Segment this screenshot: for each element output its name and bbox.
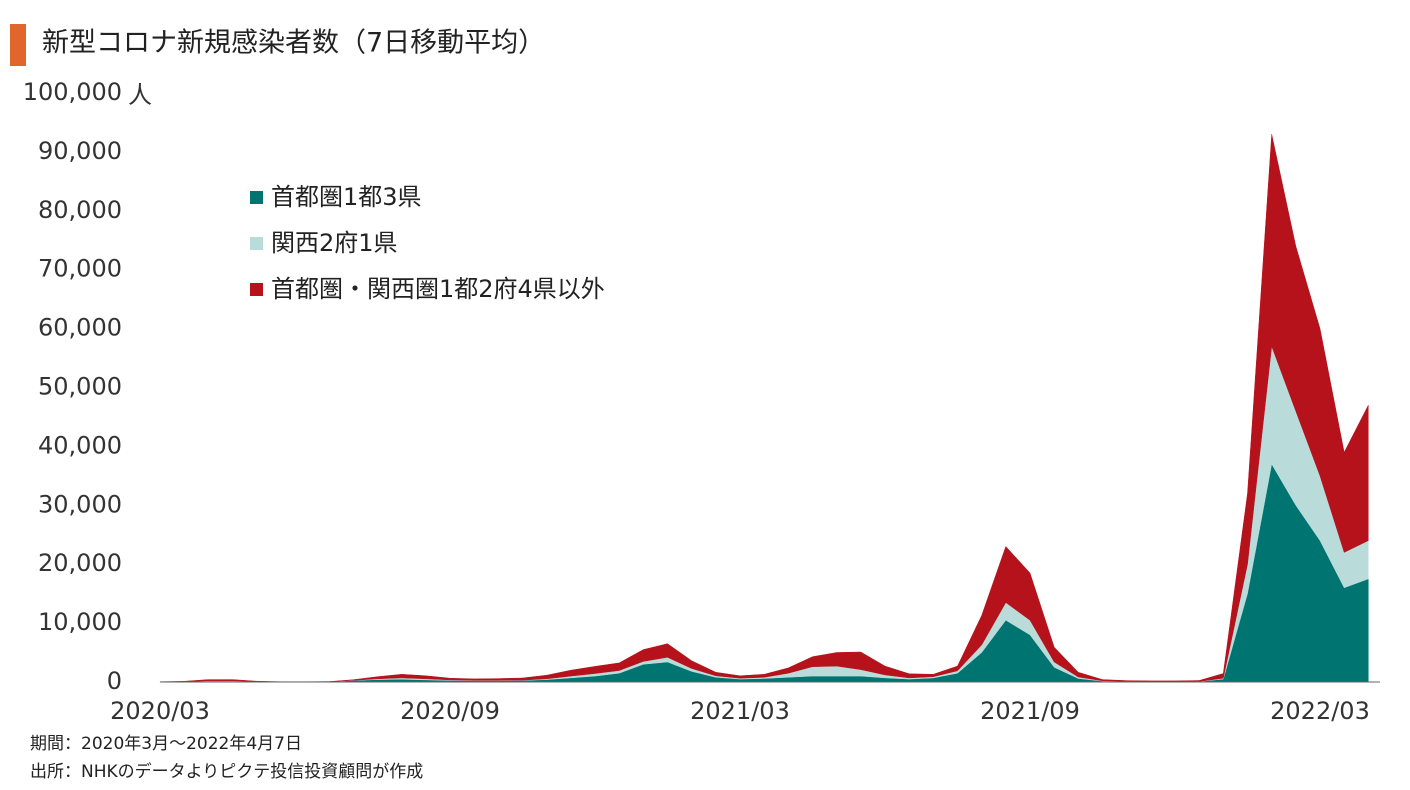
y-tick-label: 80,000 xyxy=(38,196,122,224)
note: 出所：NHKのデータよりピクテ投信投資顧問が作成 xyxy=(30,761,423,782)
y-tick-label: 90,000 xyxy=(38,137,122,165)
legend-label: 首都圏1都3県 xyxy=(271,183,422,211)
legend-label: 首都圏・関西圏1都2府4県以外 xyxy=(271,275,605,303)
note: 期間：2020年3月～2022年4月7日 xyxy=(30,734,302,754)
legend-swatch xyxy=(250,283,263,296)
y-tick-label: 10,000 xyxy=(38,608,122,636)
y-tick-label: 40,000 xyxy=(38,431,122,459)
y-tick-label: 30,000 xyxy=(38,490,122,518)
x-tick-label: 2020/09 xyxy=(400,697,500,725)
legend-swatch xyxy=(250,237,263,250)
x-tick-label: 2022/03 xyxy=(1270,697,1370,725)
x-tick-label: 2021/09 xyxy=(980,697,1080,725)
area xyxy=(159,346,1369,683)
y-tick-label: 60,000 xyxy=(38,314,122,342)
y-tick-label: 100,000 xyxy=(23,78,122,106)
title-marker xyxy=(10,24,26,66)
x-tick-label: 2021/03 xyxy=(690,697,790,725)
y-unit: 人 xyxy=(128,81,152,109)
area xyxy=(159,463,1369,683)
area xyxy=(159,134,1369,683)
x-tick-label: 2020/03 xyxy=(110,697,210,725)
y-tick-label: 20,000 xyxy=(38,549,122,577)
y-tick-label: 50,000 xyxy=(38,373,122,401)
legend-swatch xyxy=(250,191,263,204)
chart-title: 新型コロナ新規感染者数（7日移動平均） xyxy=(42,28,545,59)
y-tick-label: 0 xyxy=(107,667,122,695)
legend-label: 関西2府1県 xyxy=(271,229,398,257)
y-tick-label: 70,000 xyxy=(38,255,122,283)
